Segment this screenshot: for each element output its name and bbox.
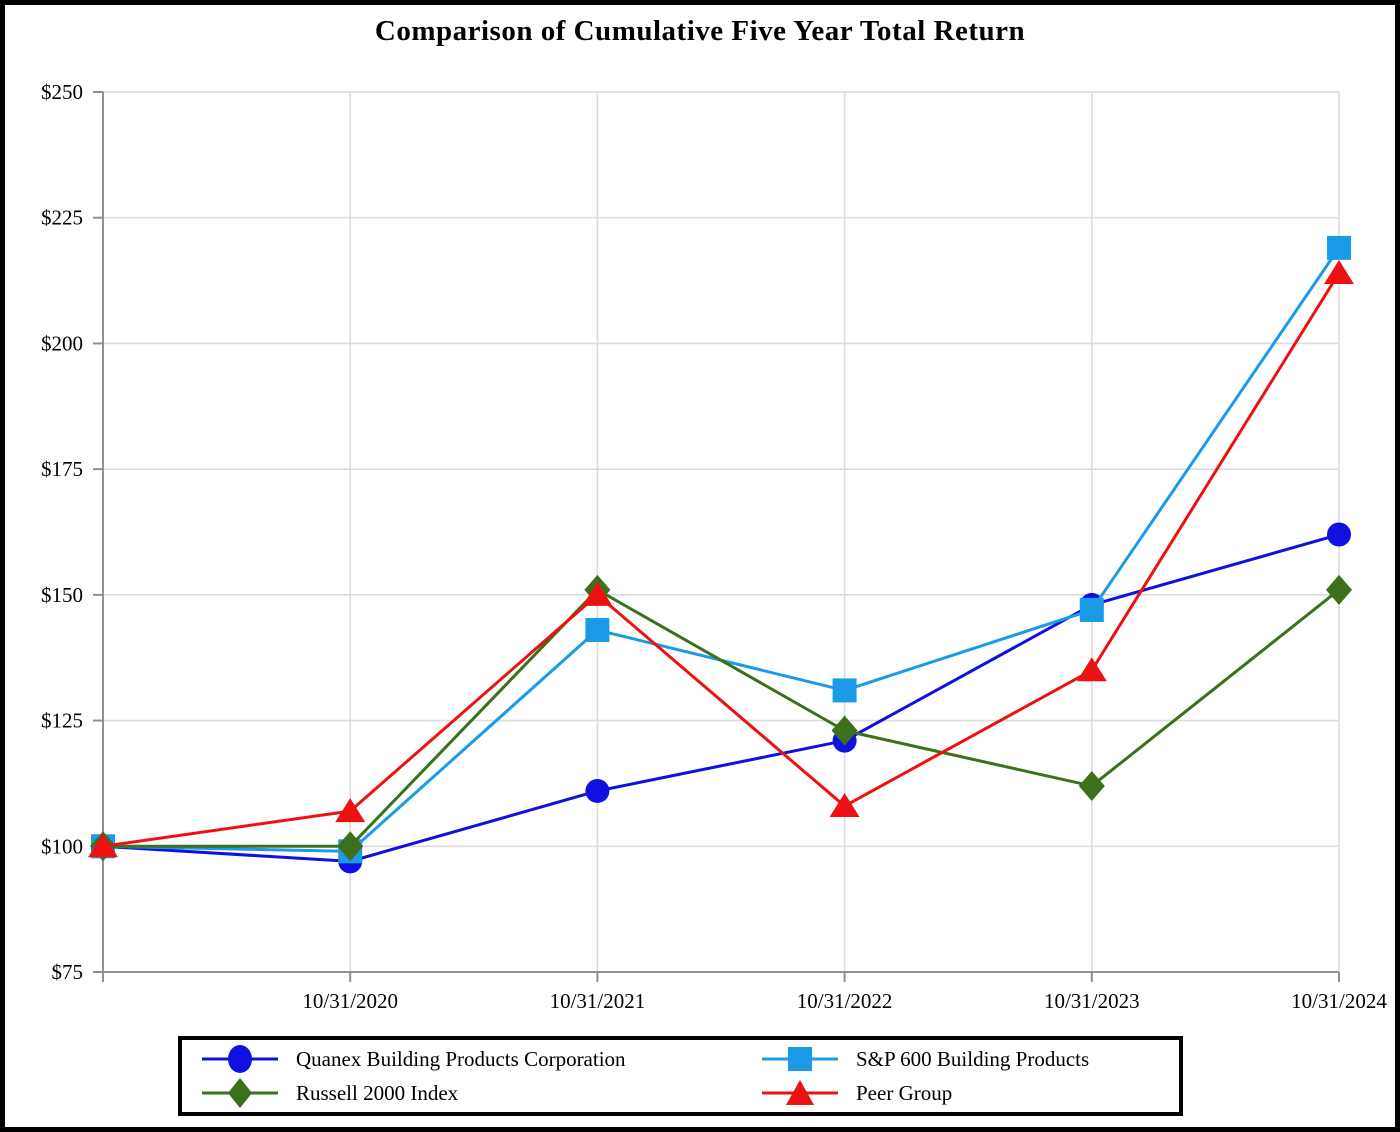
y-tick-label: $75 — [52, 960, 84, 984]
legend-item-quanex: Quanex Building Products Corporation — [200, 1043, 760, 1075]
legend-marker-circle-icon — [200, 1043, 280, 1075]
y-tick-label: $225 — [41, 206, 83, 230]
chart-legend: Quanex Building Products Corporation S&P… — [178, 1036, 1183, 1116]
y-tick-label: $250 — [41, 80, 83, 104]
y-tick-label: $100 — [41, 834, 83, 858]
data-point-square — [585, 618, 610, 643]
x-tick-label: 10/31/2022 — [797, 989, 893, 1013]
legend-marker-svg — [202, 1045, 278, 1073]
data-point-square — [832, 678, 857, 703]
legend-item-sp600: S&P 600 Building Products — [760, 1043, 1179, 1075]
series-line-square — [102, 247, 1341, 853]
chart-title: Comparison of Cumulative Five Year Total… — [374, 15, 1026, 47]
data-point-triangle — [582, 581, 613, 606]
data-point-diamond — [1078, 770, 1105, 801]
circle-marker-icon — [228, 1045, 252, 1073]
x-tick-label: 10/31/2023 — [1044, 989, 1140, 1013]
data-point-square — [1327, 235, 1351, 260]
y-tick-label: $175 — [41, 457, 83, 481]
diamond-marker-icon — [228, 1078, 252, 1108]
line-chart: $75 $100 $125 $150 $175 $200 $225 $250 10/31/202… — [41, 80, 1387, 1013]
legend-label-peer: Peer Group — [856, 1080, 953, 1105]
data-point-diamond — [1326, 574, 1352, 605]
data-point-triangle — [829, 793, 860, 818]
legend-marker-triangle-icon — [760, 1077, 840, 1109]
data-point-diamond — [831, 715, 858, 746]
x-tick-label: 10/31/2024 — [1291, 989, 1387, 1013]
legend-item-russell: Russell 2000 Index — [200, 1077, 760, 1109]
legend-marker-square-icon — [760, 1043, 840, 1075]
y-tick-label: $125 — [41, 709, 83, 733]
square-marker-icon — [788, 1047, 812, 1071]
legend-marker-svg — [762, 1047, 838, 1071]
y-tick-label: $200 — [41, 331, 83, 355]
data-point-triangle — [1324, 260, 1354, 285]
legend-item-peer: Peer Group — [760, 1077, 1179, 1109]
legend-marker-svg — [762, 1080, 838, 1105]
legend-label-quanex: Quanex Building Products Corporation — [296, 1046, 626, 1071]
triangle-marker-icon — [786, 1080, 814, 1105]
data-point-diamond — [337, 831, 364, 862]
series-line-circle — [102, 533, 1340, 863]
series-line-diamond — [103, 588, 1340, 848]
data-point-circle — [1327, 522, 1351, 547]
x-tick-label: 10/31/2020 — [302, 989, 398, 1013]
data-point-circle — [585, 778, 610, 803]
data-point-triangle — [335, 798, 366, 823]
data-point-square — [1079, 597, 1104, 622]
legend-label-russell: Russell 2000 Index — [296, 1080, 459, 1105]
legend-marker-diamond-icon — [200, 1077, 280, 1109]
data-point-triangle — [88, 833, 118, 858]
data-point-triangle — [1076, 657, 1107, 682]
x-tick-label: 10/31/2021 — [550, 989, 646, 1013]
y-tick-label: $150 — [41, 583, 83, 607]
legend-marker-svg — [202, 1078, 278, 1108]
series-line-triangle — [102, 272, 1341, 848]
legend-label-sp600: S&P 600 Building Products — [856, 1046, 1090, 1071]
